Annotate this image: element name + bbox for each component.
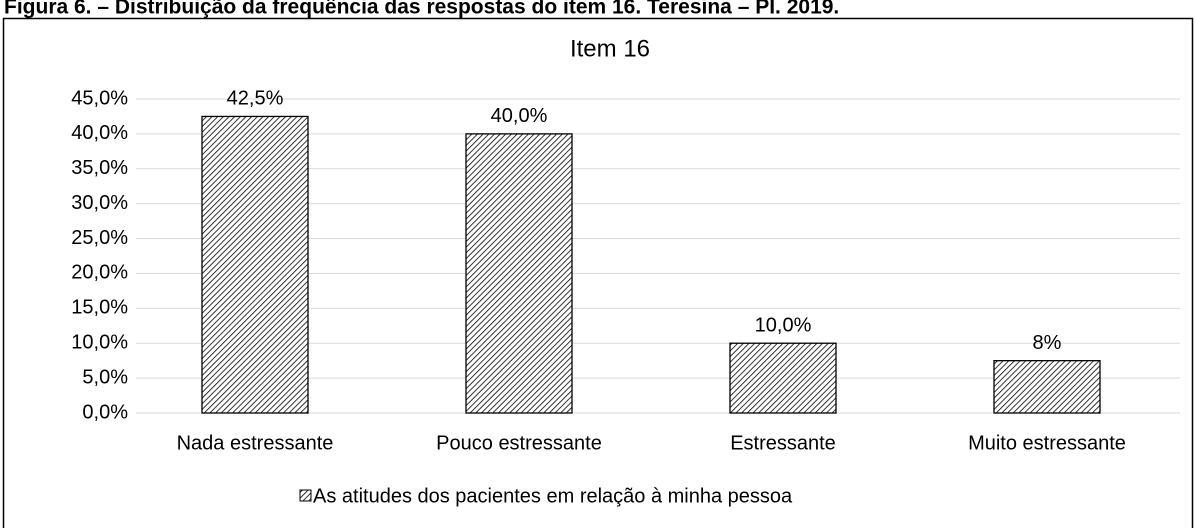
- chart-title: Item 16: [570, 35, 650, 62]
- legend-swatch: [299, 489, 312, 502]
- x-tick-label: Muito estressante: [968, 432, 1126, 454]
- y-tick-label: 30,0%: [71, 192, 128, 214]
- bar: [993, 360, 1101, 414]
- data-label: 10,0%: [755, 315, 812, 337]
- bar: [465, 133, 573, 414]
- y-tick-label: 45,0%: [71, 87, 128, 109]
- y-tick-label: 10,0%: [71, 332, 128, 354]
- y-tick-label: 15,0%: [71, 297, 128, 319]
- x-tick-label: Pouco estressante: [436, 432, 602, 454]
- y-tick-label: 5,0%: [82, 366, 128, 388]
- y-tick-label: 40,0%: [71, 122, 128, 144]
- caption: Figura 6. – Distribuição da frequência d…: [4, 0, 839, 19]
- legend-label: As atitudes dos pacientes em relação à m…: [313, 485, 793, 507]
- y-tick-label: 35,0%: [71, 157, 128, 179]
- data-label: 40,0%: [491, 105, 548, 127]
- bar: [201, 115, 309, 414]
- data-label: 42,5%: [227, 88, 284, 110]
- bar: [729, 342, 837, 414]
- x-tick-label: Nada estressante: [177, 432, 334, 454]
- x-tick-label: Estressante: [730, 432, 836, 454]
- y-tick-label: 25,0%: [71, 227, 128, 249]
- y-tick-label: 0,0%: [82, 401, 128, 423]
- data-label: 8%: [1033, 332, 1062, 354]
- y-tick-label: 20,0%: [71, 262, 128, 284]
